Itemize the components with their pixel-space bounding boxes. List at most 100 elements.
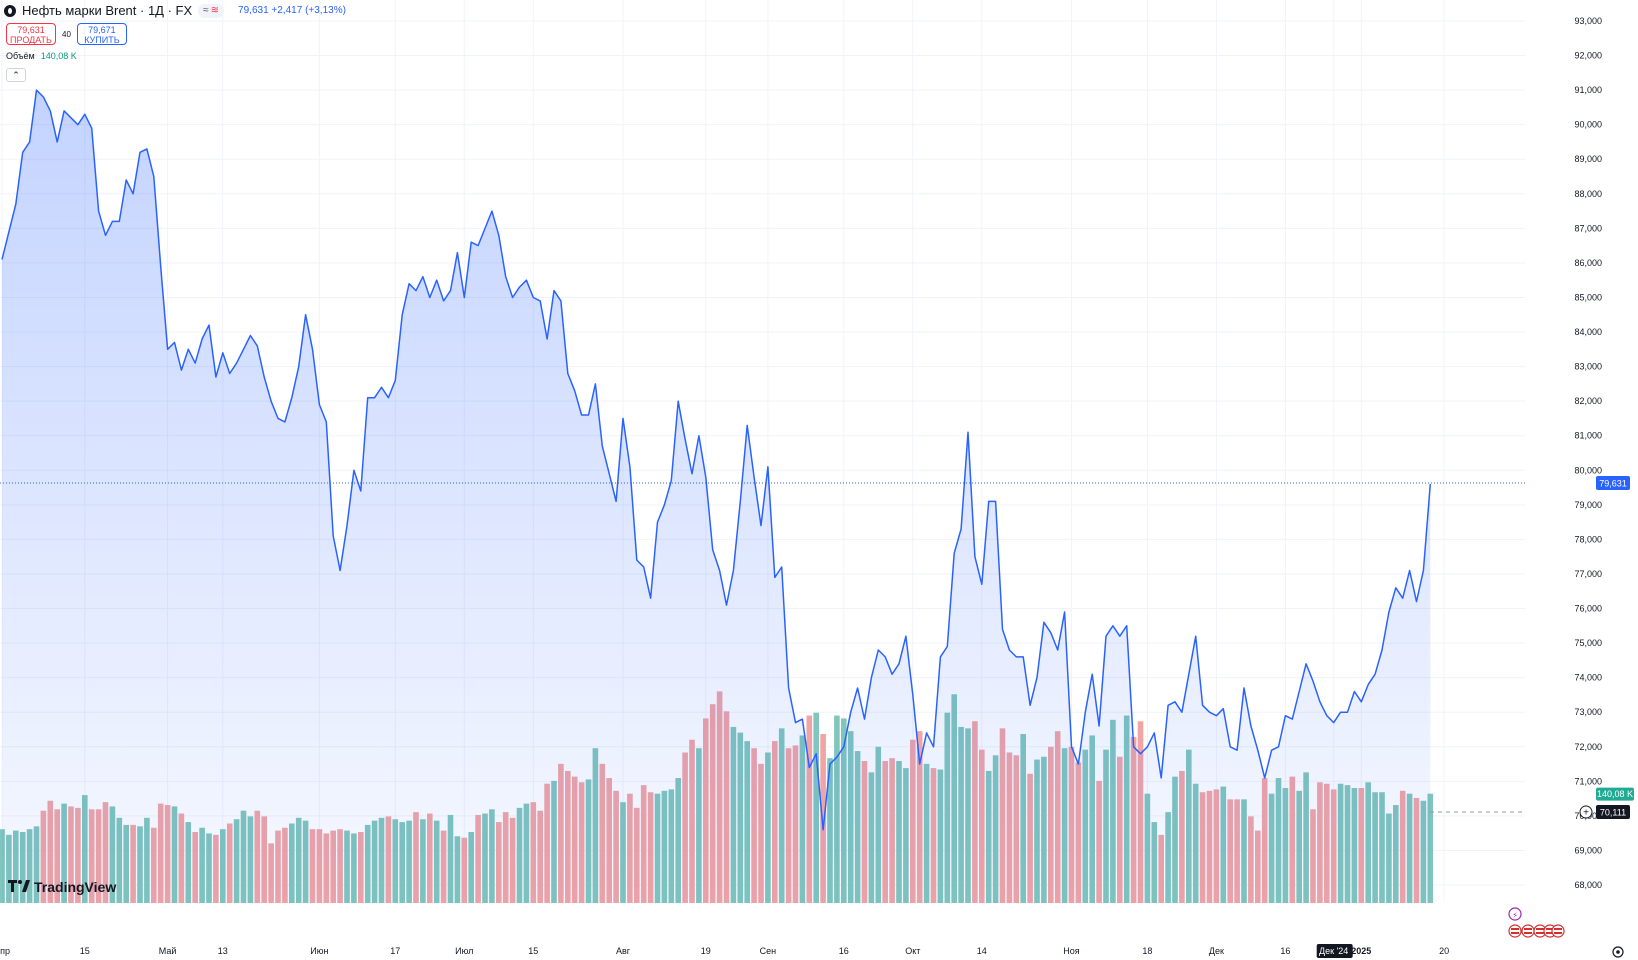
last-price-tag-label: 79,631 bbox=[1599, 479, 1627, 489]
price-axis-label: 77,000 bbox=[1574, 569, 1602, 579]
price-axis-label: 69,000 bbox=[1574, 845, 1602, 855]
cursor-price-tag-label: 70,111 bbox=[1600, 808, 1626, 818]
time-axis-label: 2025 bbox=[1351, 946, 1371, 956]
flag-stripe bbox=[1554, 932, 1562, 934]
price-axis-label: 92,000 bbox=[1574, 51, 1602, 61]
price-axis-label: 79,000 bbox=[1574, 500, 1602, 510]
time-axis-label: Май bbox=[159, 946, 177, 956]
time-axis-label: Дек '24 bbox=[1319, 946, 1348, 956]
time-axis-label: Окт bbox=[905, 946, 920, 956]
price-axis-label: 84,000 bbox=[1574, 327, 1602, 337]
time-axis-label: Сен bbox=[760, 946, 777, 956]
price-axis-label: 83,000 bbox=[1574, 362, 1602, 372]
price-axis-label: 73,000 bbox=[1574, 707, 1602, 717]
lightning-glyph: ⚡ bbox=[1512, 911, 1518, 920]
chevron-up-icon: ⌃ bbox=[12, 70, 20, 80]
gear-center bbox=[1616, 950, 1620, 954]
price-axis-label: 87,000 bbox=[1574, 223, 1602, 233]
flag-stripe bbox=[1536, 932, 1544, 934]
price-axis-label: 68,000 bbox=[1574, 880, 1602, 890]
sell-button[interactable]: 79,631 ПРОДАТЬ bbox=[6, 23, 56, 45]
flag-stripe bbox=[1511, 932, 1519, 934]
flag-stripe bbox=[1524, 932, 1532, 934]
time-axis-label: 16 bbox=[839, 946, 849, 956]
flag-stripe bbox=[1536, 928, 1544, 930]
symbol-title[interactable]: Нефть марки Brent · 1Д · FX bbox=[22, 3, 193, 18]
buy-button[interactable]: 79,671 КУПИТЬ bbox=[76, 23, 127, 45]
buy-label: КУПИТЬ bbox=[84, 35, 120, 45]
time-axis-label: Июл bbox=[455, 946, 473, 956]
symbol-header: Нефть марки Brent · 1Д · FX ≈ ≋ 79,631 +… bbox=[4, 3, 346, 18]
add-alert-icon[interactable] bbox=[1579, 805, 1593, 819]
price-axis-label: 91,000 bbox=[1574, 85, 1602, 95]
spread-value: 40 bbox=[62, 29, 71, 39]
price-axis-label: 72,000 bbox=[1574, 742, 1602, 752]
time-axis-label: 13 bbox=[218, 946, 228, 956]
tradingview-logo[interactable]: TradingView bbox=[8, 879, 116, 895]
red-status-icon: ≋ bbox=[210, 5, 220, 16]
volume-legend-label: Объём bbox=[6, 51, 35, 61]
time-cursor-tag bbox=[1316, 944, 1353, 958]
volume-tag-label: 140,08 K bbox=[1597, 789, 1633, 799]
time-axis-label: 15 bbox=[528, 946, 538, 956]
time-axis-label: 17 bbox=[390, 946, 400, 956]
price-axis-label: 81,000 bbox=[1574, 431, 1602, 441]
price-axis-label: 74,000 bbox=[1574, 673, 1602, 683]
price-area bbox=[2, 90, 1431, 904]
price-axis-label: 86,000 bbox=[1574, 258, 1602, 268]
price-change-pct: (+3,13%) bbox=[305, 5, 346, 16]
flag-stripe bbox=[1546, 928, 1554, 930]
price-change: +2,417 bbox=[271, 5, 303, 16]
price-axis-label: 85,000 bbox=[1574, 292, 1602, 302]
us-event-flag-icon[interactable] bbox=[1508, 924, 1522, 938]
price-axis-label: 82,000 bbox=[1574, 396, 1602, 406]
time-axis-label: Июн bbox=[310, 946, 328, 956]
price-line[interactable] bbox=[1, 89, 1432, 831]
price-axis-label: 76,000 bbox=[1574, 604, 1602, 614]
sell-price: 79,631 bbox=[17, 25, 45, 35]
time-axis-label: 16 bbox=[1280, 946, 1290, 956]
market-status-pill[interactable]: ≈ ≋ bbox=[198, 3, 225, 18]
collapse-legend-button[interactable]: ⌃ bbox=[6, 68, 26, 82]
price-axis-label: 80,000 bbox=[1574, 465, 1602, 475]
price-axis-label: 89,000 bbox=[1574, 154, 1602, 164]
last-price-tag bbox=[1596, 476, 1630, 491]
price-axis-label: 90,000 bbox=[1574, 120, 1602, 130]
us-event-flag-icon[interactable] bbox=[1551, 924, 1565, 938]
flag-stripe bbox=[1546, 932, 1554, 934]
volume-tag bbox=[1596, 787, 1634, 801]
plus-icon: + bbox=[1583, 808, 1589, 819]
price-axis-label: 71,000 bbox=[1574, 776, 1602, 786]
us-event-flag-icon[interactable] bbox=[1521, 924, 1535, 938]
volume-bar bbox=[820, 734, 826, 903]
settings-gear-icon[interactable] bbox=[1612, 946, 1624, 958]
price-axis-label: 88,000 bbox=[1574, 189, 1602, 199]
volume-legend-value: 140,08 K bbox=[40, 51, 77, 61]
last-price-quote: 79,631 +2,417 (+3,13%) bbox=[238, 5, 346, 16]
time-axis-label: Авг bbox=[616, 946, 631, 956]
time-axis-label: 14 bbox=[977, 946, 987, 956]
volume-legend[interactable]: Объём 140,08 K bbox=[6, 51, 77, 61]
cursor-price-tag bbox=[1596, 805, 1630, 820]
time-axis-label: 18 bbox=[1142, 946, 1152, 956]
time-axis-label: 15 bbox=[80, 946, 90, 956]
trade-panel: 79,631 ПРОДАТЬ 40 79,671 КУПИТЬ bbox=[6, 23, 127, 45]
flag-stripe bbox=[1511, 928, 1519, 930]
price-axis-label: 93,000 bbox=[1574, 16, 1602, 26]
neutral-status-icon: ≈ bbox=[203, 5, 209, 16]
time-axis-label: Дек bbox=[1209, 946, 1224, 956]
price-axis-label: 75,000 bbox=[1574, 638, 1602, 648]
tradingview-logo-text: TradingView bbox=[34, 879, 117, 895]
time-axis-label: Апр bbox=[0, 946, 10, 956]
time-axis-label: Ноя bbox=[1063, 946, 1080, 956]
tradingview-mark-icon bbox=[8, 879, 30, 895]
lightning-event-icon[interactable] bbox=[1508, 907, 1522, 921]
brent-logo-icon bbox=[4, 4, 16, 17]
last-price: 79,631 bbox=[238, 5, 269, 16]
price-axis-label: 78,000 bbox=[1574, 534, 1602, 544]
time-axis-label: 20 bbox=[1439, 946, 1449, 956]
sell-label: ПРОДАТЬ bbox=[10, 35, 52, 45]
flag-stripe bbox=[1524, 928, 1532, 930]
time-axis-label: 19 bbox=[701, 946, 711, 956]
